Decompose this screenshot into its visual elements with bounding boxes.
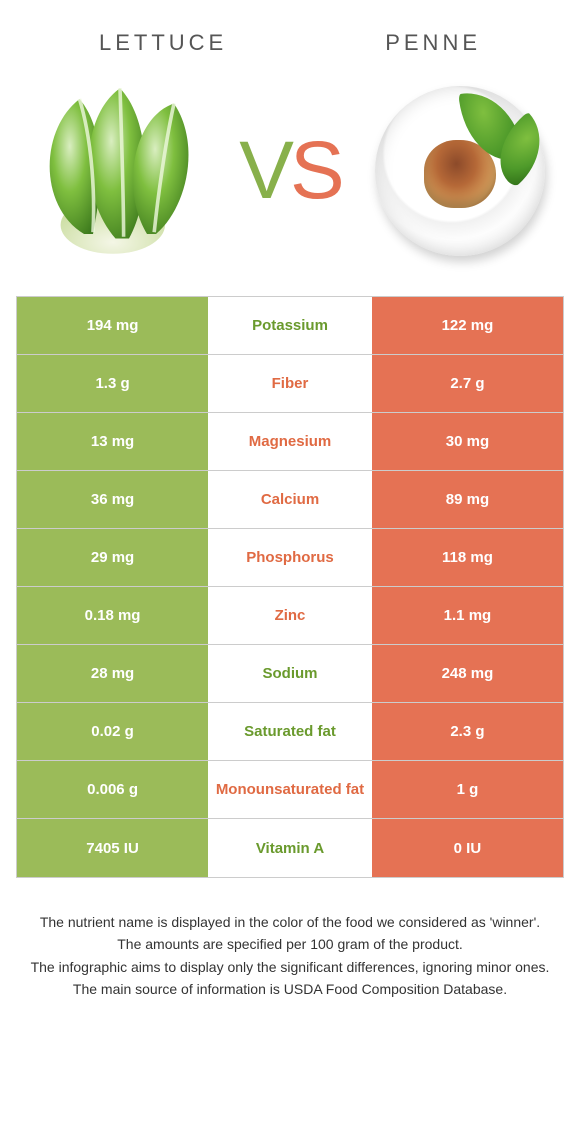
nutrient-label: Potassium	[208, 297, 372, 354]
right-value: 0 IU	[372, 819, 563, 877]
left-value: 0.006 g	[17, 761, 208, 818]
note-line: The main source of information is USDA F…	[28, 979, 552, 999]
vs-s: S	[290, 125, 341, 216]
left-food-title: LETTUCE	[99, 30, 227, 56]
footnotes: The nutrient name is displayed in the co…	[0, 878, 580, 999]
left-value: 194 mg	[17, 297, 208, 354]
table-row: 28 mgSodium248 mg	[17, 645, 563, 703]
nutrient-label: Phosphorus	[208, 529, 372, 586]
left-value: 0.02 g	[17, 703, 208, 760]
nutrient-table: 194 mgPotassium122 mg1.3 gFiber2.7 g13 m…	[16, 296, 564, 878]
note-line: The amounts are specified per 100 gram o…	[28, 934, 552, 954]
nutrient-label: Saturated fat	[208, 703, 372, 760]
nutrient-label: Monounsaturated fat	[208, 761, 372, 818]
left-value: 1.3 g	[17, 355, 208, 412]
table-row: 36 mgCalcium89 mg	[17, 471, 563, 529]
table-row: 0.18 mgZinc1.1 mg	[17, 587, 563, 645]
table-row: 0.006 gMonounsaturated fat1 g	[17, 761, 563, 819]
lettuce-image	[25, 76, 215, 266]
note-line: The infographic aims to display only the…	[28, 957, 552, 977]
hero-row: VS	[0, 66, 580, 296]
table-row: 1.3 gFiber2.7 g	[17, 355, 563, 413]
penne-image	[365, 76, 555, 266]
right-value: 2.3 g	[372, 703, 563, 760]
right-value: 118 mg	[372, 529, 563, 586]
right-value: 122 mg	[372, 297, 563, 354]
right-value: 89 mg	[372, 471, 563, 528]
header: LETTUCE PENNE	[0, 0, 580, 66]
table-row: 29 mgPhosphorus118 mg	[17, 529, 563, 587]
nutrient-label: Calcium	[208, 471, 372, 528]
table-row: 0.02 gSaturated fat2.3 g	[17, 703, 563, 761]
vs-label: VS	[239, 124, 340, 218]
right-value: 1.1 mg	[372, 587, 563, 644]
nutrient-label: Sodium	[208, 645, 372, 702]
nutrient-label: Vitamin A	[208, 819, 372, 877]
table-row: 13 mgMagnesium30 mg	[17, 413, 563, 471]
table-row: 194 mgPotassium122 mg	[17, 297, 563, 355]
left-value: 13 mg	[17, 413, 208, 470]
note-line: The nutrient name is displayed in the co…	[28, 912, 552, 932]
vs-v: V	[239, 125, 290, 216]
nutrient-label: Fiber	[208, 355, 372, 412]
right-value: 30 mg	[372, 413, 563, 470]
left-value: 28 mg	[17, 645, 208, 702]
right-value: 248 mg	[372, 645, 563, 702]
right-value: 1 g	[372, 761, 563, 818]
nutrient-label: Zinc	[208, 587, 372, 644]
left-value: 36 mg	[17, 471, 208, 528]
left-value: 0.18 mg	[17, 587, 208, 644]
right-food-title: PENNE	[385, 30, 481, 56]
right-value: 2.7 g	[372, 355, 563, 412]
left-value: 7405 IU	[17, 819, 208, 877]
left-value: 29 mg	[17, 529, 208, 586]
lettuce-icon	[30, 81, 210, 261]
table-row: 7405 IUVitamin A0 IU	[17, 819, 563, 877]
plate-icon	[375, 86, 545, 256]
nutrient-label: Magnesium	[208, 413, 372, 470]
